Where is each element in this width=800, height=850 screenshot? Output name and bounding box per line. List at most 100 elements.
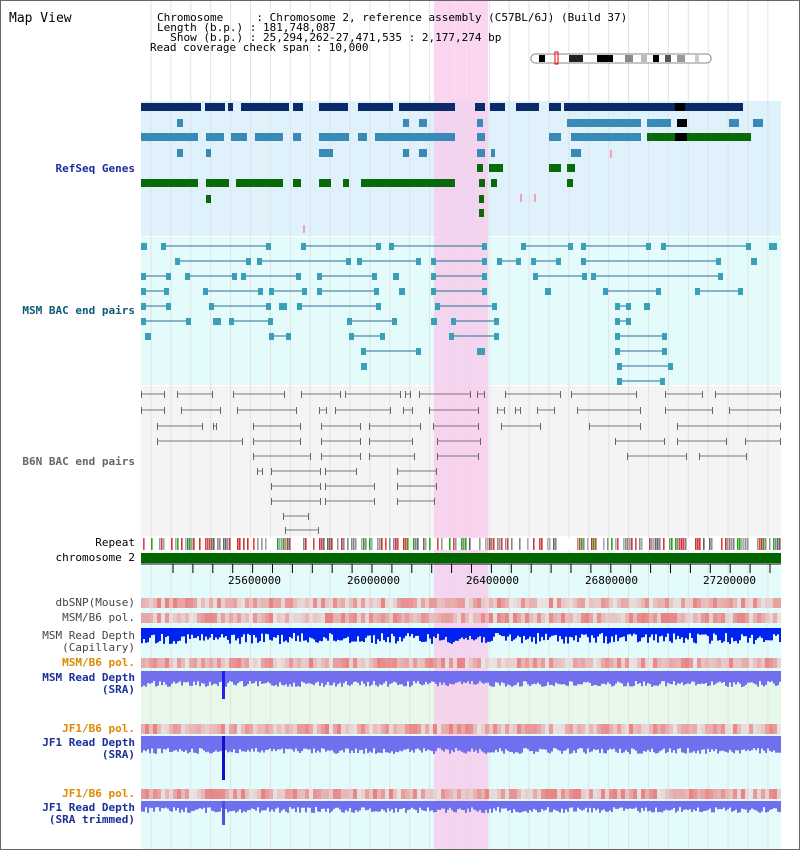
- bac-end-marker: [357, 258, 362, 265]
- depth-bar: [685, 628, 687, 639]
- pol-cell: [537, 724, 541, 734]
- bac-end-marker: [661, 243, 666, 250]
- refseq-label-text: RefSeq Genes: [55, 162, 135, 175]
- pol-cell: [597, 724, 601, 734]
- depth-bar: [619, 628, 621, 638]
- gene-feature: [549, 103, 561, 111]
- bac-end-marker: [477, 391, 478, 398]
- depth-bar: [491, 671, 493, 687]
- depth-bar: [737, 801, 739, 813]
- gene-feature: [231, 133, 247, 141]
- depth-bar: [305, 628, 307, 641]
- bac-end-marker: [232, 273, 237, 280]
- depth-bar: [573, 628, 575, 641]
- track-label-refseq[interactable]: RefSeq Genes: [1, 163, 135, 175]
- depth-bar: [209, 671, 211, 682]
- repeat-element: [211, 538, 213, 550]
- bac-end-marker: [686, 453, 687, 460]
- pol-cell: [333, 789, 337, 799]
- track-label-msm-pol-1: MSM/B6 pol.: [62, 611, 135, 624]
- depth-bar: [433, 736, 435, 754]
- depth-bar: [551, 736, 553, 752]
- pol-cell: [341, 724, 345, 734]
- pol-cell: [253, 724, 257, 734]
- depth-bar: [459, 801, 461, 809]
- depth-bar: [517, 801, 519, 813]
- pol-cell: [713, 658, 717, 668]
- bac-end-marker: [640, 407, 641, 414]
- pol-cell: [401, 658, 405, 668]
- repeat-element: [553, 538, 555, 550]
- depth-bar: [481, 736, 483, 752]
- depth-bar: [389, 671, 391, 684]
- depth-bar: [511, 628, 513, 642]
- depth-bar: [491, 801, 493, 813]
- bac-end-marker: [376, 243, 381, 250]
- pol-cell: [753, 658, 757, 668]
- track-label-msm-bac[interactable]: MSM BAC end pairs: [1, 305, 135, 317]
- depth-bar: [493, 736, 495, 753]
- depth-bar: [703, 801, 705, 811]
- depth-bar: [577, 628, 579, 642]
- depth-bar: [387, 801, 389, 809]
- depth-bar: [599, 628, 601, 635]
- pol-cell: [681, 789, 685, 799]
- depth-bar: [507, 671, 509, 685]
- pol-cell: [165, 613, 169, 623]
- depth-bar: [473, 628, 475, 641]
- depth-bar: [695, 736, 697, 754]
- bac-end-marker: [577, 407, 578, 414]
- repeat-element: [441, 538, 443, 550]
- depth-bar: [349, 801, 351, 808]
- pol-cell: [777, 724, 781, 734]
- pol-cell: [437, 658, 441, 668]
- depth-bar: [299, 736, 301, 753]
- depth-bar: [475, 671, 477, 685]
- depth-bar: [735, 736, 737, 751]
- depth-bar: [485, 801, 487, 810]
- depth-bar: [509, 628, 511, 635]
- pol-cell: [233, 613, 237, 623]
- depth-bar: [267, 736, 269, 750]
- repeat-element: [671, 538, 673, 550]
- depth-bar: [261, 628, 263, 634]
- track-label-b6n-bac[interactable]: B6N BAC end pairs: [1, 456, 135, 468]
- pol-cell: [445, 613, 449, 623]
- pol-cell: [517, 613, 521, 623]
- pol-cell: [773, 598, 777, 608]
- gene-feature: [403, 149, 409, 157]
- depth-bar: [207, 801, 209, 808]
- depth-bar: [395, 671, 397, 683]
- depth-bar: [183, 628, 185, 637]
- pol-cell: [353, 789, 357, 799]
- pol-cell: [333, 598, 337, 608]
- pol-cell: [757, 724, 761, 734]
- pol-cell: [733, 789, 737, 799]
- gene-feature: [319, 103, 348, 111]
- depth-bar: [307, 801, 309, 808]
- depth-spike: [222, 671, 225, 699]
- depth-bar: [153, 628, 155, 635]
- pol-cell: [561, 789, 565, 799]
- pol-cell: [481, 598, 485, 608]
- repeat-element: [393, 538, 395, 550]
- depth-bar: [547, 628, 549, 640]
- depth-bar: [593, 628, 595, 638]
- depth-bar: [751, 736, 753, 751]
- pol-cell: [205, 658, 209, 668]
- pol-cell: [349, 789, 353, 799]
- depth-bar: [483, 671, 485, 684]
- depth-bar: [177, 671, 179, 683]
- depth-bar: [423, 801, 425, 811]
- pol-cell: [557, 724, 561, 734]
- repeat-element: [615, 538, 617, 550]
- repeat-element: [303, 538, 305, 550]
- pol-cell: [281, 613, 285, 623]
- depth-bar: [671, 628, 673, 643]
- pol-cell: [381, 724, 385, 734]
- pol-cell: [253, 598, 257, 608]
- depth-bar: [709, 628, 711, 644]
- repeat-element: [213, 538, 215, 550]
- depth-bar: [333, 801, 335, 809]
